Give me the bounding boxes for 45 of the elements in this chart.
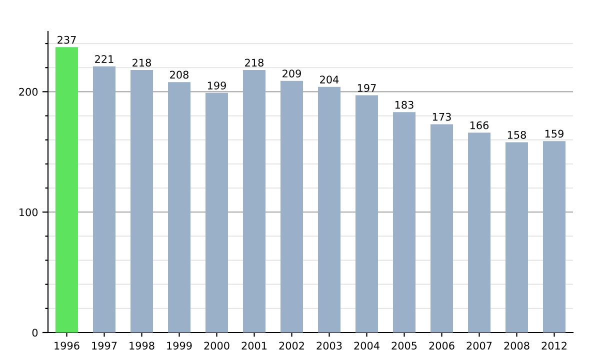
y-tick-label: 100 bbox=[20, 208, 38, 216]
y-tick-label: 0 bbox=[32, 328, 38, 337]
data-label: 208 bbox=[170, 70, 188, 79]
bar bbox=[206, 92, 228, 332]
data-label: 173 bbox=[432, 112, 451, 121]
x-tick-label: 2007 bbox=[466, 342, 492, 350]
bar bbox=[430, 124, 453, 332]
bar bbox=[168, 82, 190, 332]
x-tick-label: 2006 bbox=[429, 342, 454, 350]
data-label: 183 bbox=[395, 100, 414, 109]
bar bbox=[243, 70, 266, 332]
bar bbox=[393, 112, 416, 332]
data-label: 166 bbox=[470, 121, 489, 130]
bar bbox=[130, 70, 153, 332]
x-tick-label: 2012 bbox=[542, 342, 566, 350]
data-label: 158 bbox=[508, 130, 526, 139]
x-tick-label: 1997 bbox=[92, 342, 117, 350]
x-tick-label: 1998 bbox=[130, 342, 154, 350]
bar bbox=[506, 142, 528, 332]
data-label: 221 bbox=[95, 55, 114, 63]
data-label: 199 bbox=[208, 82, 226, 90]
x-tick-label: 1996 bbox=[54, 342, 80, 350]
data-label: 204 bbox=[320, 76, 339, 84]
data-label: 159 bbox=[545, 130, 564, 138]
data-label: 209 bbox=[282, 70, 301, 78]
x-tick-label: 2002 bbox=[279, 342, 304, 350]
bar bbox=[318, 86, 340, 332]
x-tick-label: 2005 bbox=[392, 342, 417, 350]
bar bbox=[468, 132, 490, 332]
y-tick-label: 200 bbox=[19, 88, 38, 96]
x-tick-label: 2000 bbox=[204, 342, 230, 350]
bar bbox=[356, 95, 378, 332]
bar bbox=[93, 66, 116, 332]
x-tick-label: 2003 bbox=[316, 342, 342, 350]
bar bbox=[280, 80, 303, 332]
data-label: 218 bbox=[245, 58, 264, 67]
data-label: 218 bbox=[132, 58, 151, 67]
data-label: 237 bbox=[58, 36, 76, 44]
x-tick-label: 2001 bbox=[242, 342, 267, 350]
x-tick-label: 2008 bbox=[504, 342, 530, 350]
x-tick-label: 1999 bbox=[167, 342, 192, 350]
bar bbox=[56, 47, 78, 332]
x-tick-label: 2004 bbox=[354, 342, 380, 350]
bar bbox=[543, 141, 566, 332]
data-label: 197 bbox=[358, 84, 376, 92]
